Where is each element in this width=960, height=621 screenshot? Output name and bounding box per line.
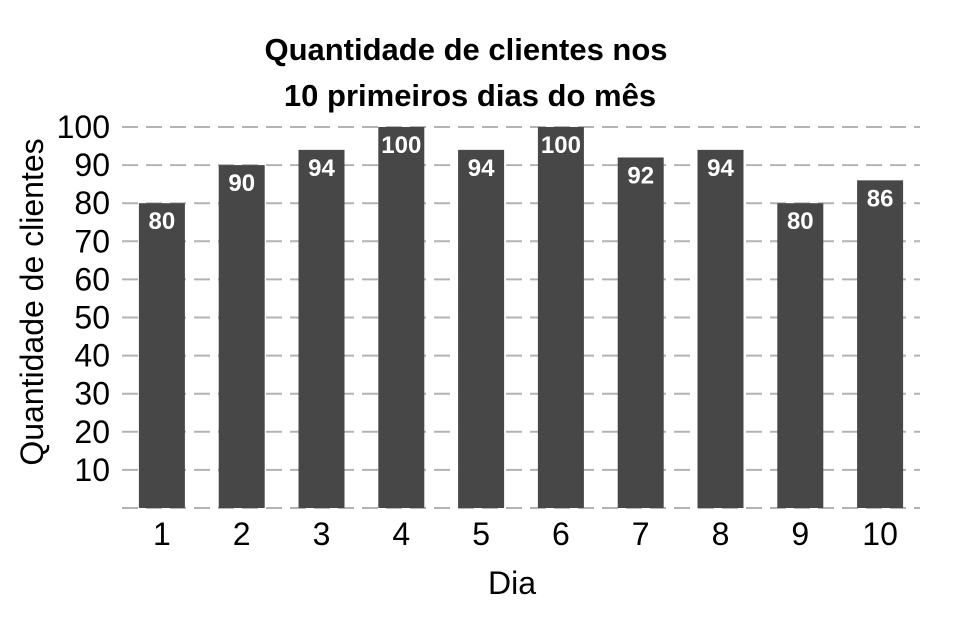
chart-title-line-1: Quantidade de clientes nos: [264, 32, 667, 67]
y-tick-label: 20: [74, 414, 110, 450]
y-tick-label: 100: [57, 109, 110, 145]
bar-day-10: [857, 180, 904, 508]
chart-title-line-2: 10 primeiros dias do mês: [284, 78, 656, 113]
x-tick-label: 5: [472, 516, 490, 552]
x-tick-label: 6: [552, 516, 570, 552]
y-tick-label: 50: [74, 300, 110, 336]
bar-value-label: 94: [468, 155, 495, 182]
bar-day-7: [617, 157, 664, 509]
bar-day-9: [777, 203, 824, 508]
x-tick-label: 7: [632, 516, 650, 552]
y-tick-label: 30: [74, 376, 110, 412]
bar-day-6: [537, 127, 584, 508]
bar-value-label: 92: [627, 162, 654, 189]
x-tick-label: 1: [153, 516, 171, 552]
bars: 80 90 94 100 94 100 92 94 80 86: [138, 127, 904, 509]
x-tick-label: 9: [791, 516, 809, 552]
bar-day-8: [697, 149, 744, 509]
bar-value-label: 94: [308, 155, 335, 182]
y-tick-label: 40: [74, 338, 110, 374]
bar-value-label: 100: [541, 132, 581, 159]
bar-value-label: 100: [381, 132, 421, 159]
x-tick-label: 10: [862, 516, 898, 552]
y-axis-label: Quantidade de clientes: [14, 138, 50, 465]
bar-value-label: 80: [149, 208, 176, 235]
bar-value-label: 94: [707, 155, 734, 182]
x-tick-label: 4: [392, 516, 410, 552]
y-tick-label: 70: [74, 223, 110, 259]
y-tick-label: 10: [74, 452, 110, 488]
y-tick-label: 90: [74, 147, 110, 183]
x-tick-label: 8: [712, 516, 730, 552]
x-tick-label: 2: [233, 516, 251, 552]
bar-day-1: [138, 203, 185, 508]
bar-value-label: 80: [787, 208, 814, 235]
x-axis-ticks: 1 2 3 4 5 6 7 8 9 10: [153, 516, 898, 552]
bar-day-5: [458, 149, 505, 509]
y-tick-label: 80: [74, 185, 110, 221]
x-axis-label: Dia: [488, 565, 536, 601]
bar-value-label: 86: [867, 185, 894, 212]
bar-value-label: 90: [228, 170, 255, 197]
bar-day-3: [298, 149, 345, 509]
y-tick-label: 60: [74, 261, 110, 297]
bar-day-4: [378, 127, 425, 508]
bar-day-2: [218, 165, 265, 508]
x-tick-label: 3: [313, 516, 331, 552]
